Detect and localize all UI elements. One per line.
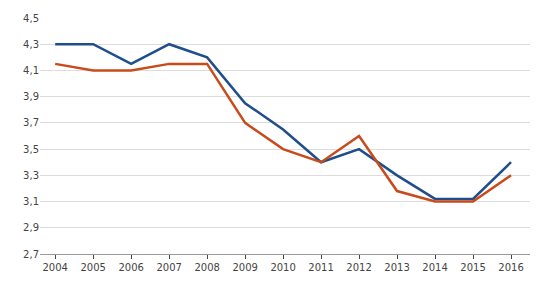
- svg-text:2013: 2013: [384, 262, 409, 273]
- svg-text:2004: 2004: [42, 262, 67, 273]
- svg-text:4,5: 4,5: [23, 13, 39, 24]
- svg-text:2,9: 2,9: [23, 222, 39, 233]
- svg-text:2012: 2012: [346, 262, 371, 273]
- svg-text:2009: 2009: [232, 262, 257, 273]
- svg-text:3,3: 3,3: [23, 170, 39, 181]
- svg-text:4,3: 4,3: [23, 39, 39, 50]
- svg-text:4,1: 4,1: [23, 65, 39, 76]
- svg-text:2010: 2010: [270, 262, 295, 273]
- svg-text:2007: 2007: [156, 262, 181, 273]
- svg-text:2015: 2015: [460, 262, 485, 273]
- svg-text:2011: 2011: [308, 262, 333, 273]
- svg-text:3,1: 3,1: [23, 196, 39, 207]
- svg-text:2008: 2008: [194, 262, 219, 273]
- svg-text:3,9: 3,9: [23, 91, 39, 102]
- svg-text:3,5: 3,5: [23, 144, 39, 155]
- svg-text:3,7: 3,7: [23, 117, 39, 128]
- svg-text:2014: 2014: [422, 262, 447, 273]
- svg-text:2,7: 2,7: [23, 249, 39, 260]
- svg-text:2016: 2016: [498, 262, 523, 273]
- svg-text:2006: 2006: [118, 262, 143, 273]
- svg-text:2005: 2005: [80, 262, 105, 273]
